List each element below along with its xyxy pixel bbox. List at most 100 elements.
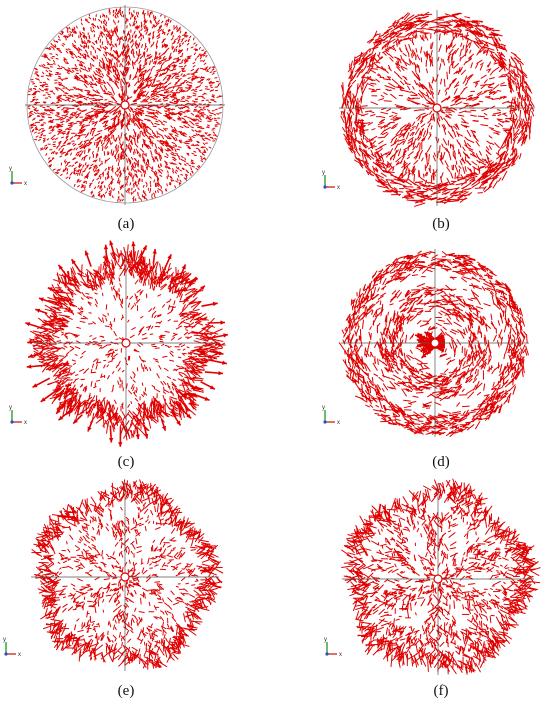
caption-e: (e) [117, 683, 135, 699]
arrow-head [192, 277, 198, 283]
vector-arrows [27, 7, 223, 202]
triad-label-y: y [322, 170, 325, 176]
arrow-head [39, 297, 44, 302]
arrow-head [27, 340, 32, 345]
arrow-head [71, 259, 76, 265]
arrow-head [421, 353, 427, 358]
arrow-head [47, 287, 53, 292]
vector-arrows [338, 250, 529, 437]
vector-arrows [341, 478, 541, 675]
arrow-head [218, 371, 223, 376]
arrow-head [176, 420, 181, 426]
arrow-head [73, 418, 78, 424]
arrow-head [87, 426, 92, 432]
vector-glyphs [27, 7, 223, 202]
vector-field-d [338, 249, 529, 437]
triad-label-x: x [337, 420, 340, 426]
arrow-head [40, 397, 46, 402]
triad-label-y: y [324, 637, 327, 643]
caption-a: (a) [117, 216, 135, 232]
caption-f: (f) [433, 683, 449, 699]
caption-b: (b) [432, 216, 450, 232]
arrow-head [204, 396, 210, 401]
center-hole [432, 103, 442, 113]
arrow-head [152, 249, 157, 254]
triad-label-y: y [9, 166, 12, 172]
arrow-head [220, 320, 225, 325]
arrow-head [200, 285, 205, 291]
arrow-head [417, 333, 423, 338]
triad-label-x: x [339, 652, 342, 658]
center-hole [430, 338, 440, 348]
arrow-head [58, 415, 64, 421]
vector-glyphs [25, 240, 229, 447]
arrow-head [218, 351, 224, 356]
vector-arrows [31, 479, 224, 670]
vector-field-c [25, 240, 229, 447]
arrow-head [424, 331, 430, 337]
arrow-head [56, 409, 61, 414]
caption-d: (d) [432, 454, 450, 470]
vector-field-e [31, 479, 224, 671]
arrow-head [28, 353, 34, 358]
vector-arrows [29, 244, 226, 441]
arrow-head [420, 347, 426, 352]
vector-glyphs [31, 479, 224, 670]
triad-label-x: x [24, 181, 27, 187]
vector-glyphs [341, 478, 541, 675]
arrow-head [135, 434, 140, 440]
arrow-head [417, 343, 422, 348]
arrow-head [426, 349, 432, 355]
arrow-head [32, 383, 38, 388]
arrow-head [142, 245, 147, 251]
caption-c: (c) [117, 454, 135, 470]
arrow-head [167, 254, 172, 260]
arrow-head [181, 264, 186, 270]
center-hole [120, 572, 130, 582]
large-vector-arrow [417, 332, 445, 350]
arrow-head [26, 364, 32, 369]
vector-field-f [341, 478, 541, 675]
triad-label-y: y [9, 405, 12, 411]
arrow-head [25, 322, 31, 327]
vector-field-a [25, 5, 225, 205]
vector-arrows [340, 11, 535, 207]
arrow-head [103, 244, 109, 250]
triad-label-y: y [3, 637, 6, 643]
arrow-head [118, 442, 123, 447]
triad-label-y: y [322, 405, 325, 411]
arrow-head [58, 264, 63, 270]
vector-glyphs [340, 11, 535, 207]
center-hole [121, 338, 131, 348]
arrow-head [108, 437, 114, 443]
arrow-head [35, 308, 41, 313]
triad-label-x: x [337, 185, 340, 191]
arrow-head [223, 333, 228, 338]
arrow-head [109, 240, 114, 246]
center-hole [433, 574, 443, 584]
center-hole [120, 100, 130, 110]
arrow-head [212, 301, 218, 307]
triad-label-x: x [24, 420, 27, 426]
vector-field-b [339, 10, 535, 207]
arrow-head [186, 413, 192, 419]
arrow-head [222, 360, 227, 365]
arrow-head [427, 343, 433, 349]
arrow-head [161, 425, 166, 431]
arrow-head [144, 433, 149, 439]
arrow-head [209, 385, 215, 390]
triad-label-x: x [18, 652, 21, 658]
arrow-head [131, 241, 136, 247]
